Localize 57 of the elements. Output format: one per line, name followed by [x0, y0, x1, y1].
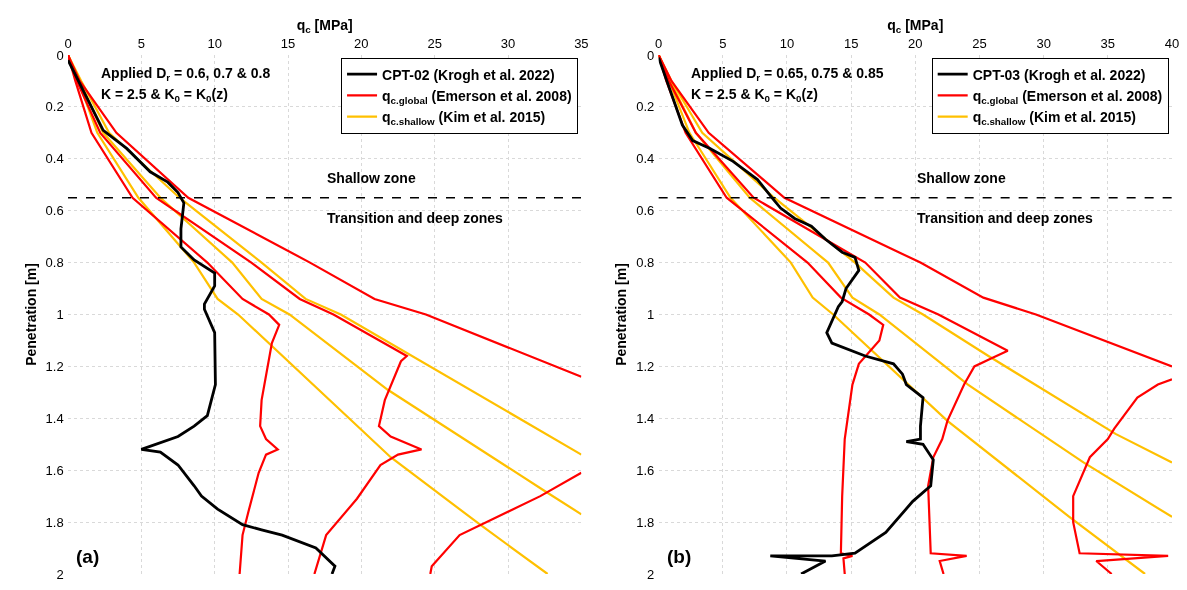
x-tick-label: 25 — [427, 36, 442, 52]
y-tick-label: 0.6 — [636, 203, 655, 219]
y-tick-label: 2 — [56, 566, 64, 582]
y-tick-label: 1.4 — [45, 410, 64, 426]
ref-line-label: Shallow zone — [327, 170, 416, 186]
y-tick-label: 2 — [647, 566, 655, 582]
y-tick-label: 1.4 — [636, 410, 655, 426]
y-tick-label: 1.2 — [45, 358, 64, 374]
annotation: (a) — [76, 546, 100, 567]
annotation: K = 2.5 & K$_{0}$ = K$_{0}$(z) — [101, 86, 228, 104]
x-tick-label: 40 — [1164, 36, 1180, 52]
x-tick-label: 30 — [1036, 36, 1051, 52]
y-tick-label: 1.6 — [45, 462, 64, 478]
y-tick-label: 1.8 — [636, 514, 655, 530]
y-tick-label: 0 — [647, 47, 655, 63]
annotation: Applied D$_{r}$ = 0.6, 0.7 & 0.8 — [101, 65, 271, 83]
y-tick-label: 0.8 — [45, 255, 64, 271]
y-axis-title: Penetration [m] — [613, 263, 630, 366]
annotation: K = 2.5 & K$_{0}$ = K$_{0}$(z) — [691, 86, 818, 104]
ref-line-label: Shallow zone — [917, 170, 1006, 186]
legend-label: q$_{c.global}$ (Emerson et al. 2008) — [382, 87, 572, 106]
legend-label: q$_{c.global}$ (Emerson et al. 2008) — [972, 87, 1163, 106]
x-tick-label: 15 — [843, 36, 859, 52]
y-tick-label: 0.2 — [636, 99, 655, 115]
annotation: (b) — [667, 546, 692, 567]
x-tick-label: 20 — [354, 36, 369, 52]
x-axis-title: q$_{c}$ [MPa] — [296, 17, 353, 36]
legend-label: CPT-03 (Krogh et al. 2022) — [972, 66, 1146, 83]
x-axis-title: q$_{c}$ [MPa] — [887, 17, 944, 36]
x-tick-label: 35 — [574, 36, 589, 52]
y-tick-label: 0.6 — [45, 203, 64, 219]
y-tick-label: 0 — [56, 47, 64, 63]
x-tick-label: 5 — [137, 36, 145, 52]
annotation: Transition and deep zones — [327, 210, 504, 226]
y-tick-label: 1 — [647, 307, 655, 323]
x-tick-label: 20 — [908, 36, 923, 52]
x-tick-label: 10 — [779, 36, 795, 52]
y-tick-label: 0.8 — [636, 255, 655, 271]
annotation: Transition and deep zones — [917, 210, 1094, 226]
y-tick-label: 1 — [56, 307, 64, 323]
legend-label: CPT-02 (Krogh et al. 2022) — [382, 66, 555, 83]
y-tick-label: 1.8 — [45, 514, 64, 530]
x-tick-label: 10 — [207, 36, 222, 52]
legend-label: q$_{c.shallow}$ (Kim et al. 2015) — [382, 109, 546, 127]
y-tick-label: 1.6 — [636, 462, 655, 478]
y-tick-label: 0.4 — [45, 151, 64, 167]
x-tick-label: 25 — [972, 36, 987, 52]
y-tick-label: 0.4 — [636, 151, 655, 167]
y-tick-label: 0.2 — [45, 99, 64, 115]
legend-label: q$_{c.shallow}$ (Kim et al. 2015) — [972, 109, 1136, 127]
x-tick-label: 5 — [719, 36, 727, 52]
annotation: Applied D$_{r}$ = 0.65, 0.75 & 0.85 — [691, 65, 884, 83]
x-tick-label: 15 — [280, 36, 296, 52]
y-tick-label: 1.2 — [636, 358, 655, 374]
x-tick-label: 35 — [1100, 36, 1116, 52]
x-tick-label: 30 — [500, 36, 516, 52]
y-axis-title: Penetration [m] — [22, 263, 39, 366]
